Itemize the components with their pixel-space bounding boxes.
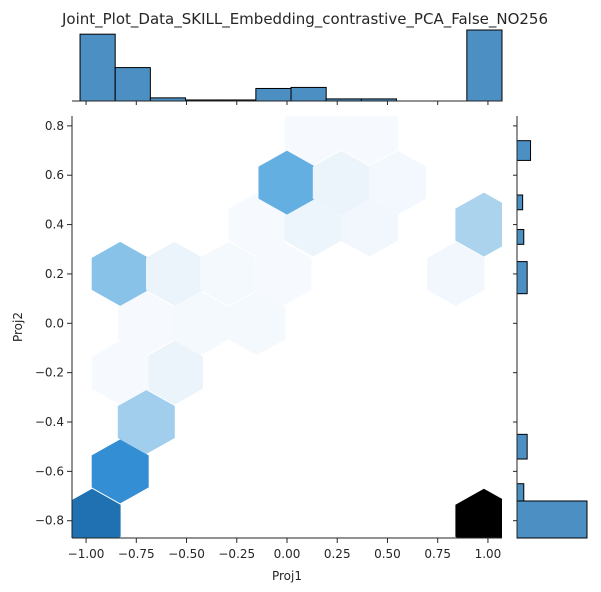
hex-cell xyxy=(91,241,149,306)
x-hist-bar xyxy=(290,86,327,102)
y-hist-bar xyxy=(516,433,528,460)
y-tick-label: −0.6 xyxy=(35,464,64,478)
chart-title: Joint_Plot_Data_SKILL_Embedding_contrast… xyxy=(61,10,548,29)
hex-cell xyxy=(455,488,502,538)
x-tick-label: −0.75 xyxy=(118,547,155,561)
y-marginal-histogram xyxy=(516,140,588,539)
x-axis-ticks: −1.00 −0.75 −0.50 −0.25 0.00 0.25 0.50 0.75 1.00 xyxy=(68,538,502,561)
hex-cell xyxy=(340,116,398,166)
hex-cell xyxy=(427,241,485,306)
y-hist-bar xyxy=(516,140,532,161)
y-hist-bar xyxy=(516,261,528,295)
hex-cell xyxy=(312,150,370,215)
hex-cell xyxy=(228,291,286,356)
x-tick-label: −0.50 xyxy=(168,547,205,561)
hex-cell xyxy=(117,390,175,454)
y-hist-bar xyxy=(516,194,524,211)
y-tick-label: 0.2 xyxy=(45,267,64,281)
hexbin-layer xyxy=(72,116,502,538)
hex-cell xyxy=(72,488,121,538)
y-tick-label: −0.4 xyxy=(35,415,64,429)
x-tick-label: 0.75 xyxy=(424,547,451,561)
hex-cell xyxy=(172,291,230,356)
hex-cell xyxy=(258,150,316,215)
y-tick-label: 0.6 xyxy=(45,168,64,182)
y-hist-bar xyxy=(516,483,525,502)
y-tick-label: −0.8 xyxy=(35,514,64,528)
x-tick-label: −0.25 xyxy=(218,547,255,561)
y-tick-label: 0.0 xyxy=(45,316,64,330)
x-marginal-ticks xyxy=(85,101,489,105)
y-tick-label: 0.8 xyxy=(45,119,64,133)
x-tick-label: 0.00 xyxy=(274,547,301,561)
y-tick-label: −0.2 xyxy=(35,366,64,380)
hex-cell xyxy=(340,192,398,257)
y-marginal-ticks xyxy=(513,125,517,522)
x-hist-bar xyxy=(79,33,116,102)
x-hist-bar xyxy=(114,67,151,102)
x-hist-bar xyxy=(255,87,292,102)
x-tick-label: −1.00 xyxy=(68,547,105,561)
hex-cell xyxy=(146,241,203,306)
hex-cell xyxy=(117,291,175,356)
y-axis-ticks: −0.8 −0.6 −0.4 −0.2 0.0 0.2 0.4 0.6 0.8 xyxy=(35,119,72,528)
y-axis-label: Proj2 xyxy=(11,312,25,342)
hex-cell xyxy=(254,241,312,306)
x-tick-label: 1.00 xyxy=(475,547,502,561)
hex-cell xyxy=(284,116,342,166)
hex-cell xyxy=(284,192,342,257)
y-hist-bar xyxy=(516,500,588,539)
x-marginal-histogram xyxy=(79,29,503,102)
hex-cell xyxy=(228,192,286,257)
hex-cell xyxy=(369,150,426,215)
x-tick-label: 0.50 xyxy=(374,547,401,561)
y-tick-label: 0.4 xyxy=(45,218,64,232)
hex-cell xyxy=(455,192,502,257)
hex-cell xyxy=(146,340,203,405)
hex-cell xyxy=(200,241,258,306)
x-axis-label: Proj1 xyxy=(272,569,302,583)
y-hist-bar xyxy=(516,229,525,245)
hex-cell xyxy=(91,340,149,405)
x-hist-bar xyxy=(466,29,503,102)
x-tick-label: 0.25 xyxy=(324,547,351,561)
hex-cell xyxy=(91,439,149,504)
